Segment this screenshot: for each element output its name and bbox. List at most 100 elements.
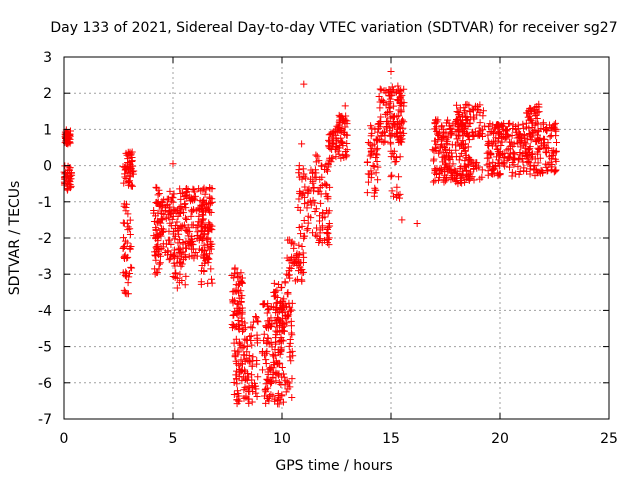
data-point — [386, 98, 394, 106]
data-point — [323, 225, 331, 233]
data-point — [505, 154, 513, 162]
data-point — [267, 378, 275, 386]
data-point — [536, 154, 544, 162]
data-point — [366, 152, 374, 160]
data-point — [208, 195, 216, 203]
data-point — [122, 174, 130, 182]
data-point — [283, 270, 291, 278]
data-point — [252, 314, 260, 322]
data-point — [468, 159, 476, 167]
data-point — [496, 129, 504, 137]
data-point — [324, 160, 332, 168]
data-point — [467, 113, 475, 121]
data-point — [453, 101, 461, 109]
data-point — [288, 375, 296, 383]
data-point — [533, 114, 541, 122]
y-tick-label: -6 — [38, 376, 52, 392]
data-point — [241, 324, 249, 332]
data-point — [167, 222, 175, 230]
data-point — [526, 170, 534, 178]
data-point — [466, 155, 474, 163]
data-point — [390, 121, 398, 129]
data-point — [456, 132, 464, 140]
data-point — [307, 214, 315, 222]
data-point — [398, 216, 406, 224]
y-tick-label: -7 — [38, 412, 52, 428]
x-tick-labels: 0 5 10 15 20 25 — [60, 431, 618, 447]
data-point — [385, 120, 393, 128]
data-point — [128, 168, 136, 176]
data-point — [384, 89, 392, 97]
data-point — [443, 164, 451, 172]
data-point — [535, 146, 543, 154]
data-point — [281, 308, 289, 316]
data-point — [295, 267, 303, 275]
data-point — [386, 138, 394, 146]
data-point — [171, 246, 179, 254]
data-point — [168, 193, 176, 201]
data-point — [377, 132, 385, 140]
data-point — [235, 340, 243, 348]
data-point — [388, 187, 396, 195]
data-point — [431, 177, 439, 185]
data-point — [290, 240, 298, 248]
data-point — [181, 281, 189, 289]
data-point — [431, 120, 439, 128]
data-point — [163, 201, 171, 209]
data-point — [547, 124, 555, 132]
data-point — [272, 317, 280, 325]
data-point — [239, 327, 247, 335]
data-point — [396, 95, 404, 103]
data-point — [153, 268, 161, 276]
data-point — [200, 241, 208, 249]
data-point — [264, 306, 272, 314]
data-point — [273, 293, 281, 301]
data-point — [311, 207, 319, 215]
data-point — [199, 201, 207, 209]
data-point — [179, 189, 187, 197]
data-point — [198, 208, 206, 216]
data-point — [271, 289, 279, 297]
data-point — [157, 207, 165, 215]
data-point — [199, 215, 207, 223]
data-point — [264, 317, 272, 325]
data-point — [301, 200, 309, 208]
data-point — [298, 175, 306, 183]
data-point — [121, 237, 129, 245]
data-point — [317, 162, 325, 170]
data-point — [182, 204, 190, 212]
data-point — [275, 321, 283, 329]
data-point — [325, 220, 333, 228]
data-point — [431, 137, 439, 145]
data-point — [503, 133, 511, 141]
data-point — [284, 385, 292, 393]
data-point — [167, 240, 175, 248]
data-point — [375, 92, 383, 100]
data-point — [195, 212, 203, 220]
data-point — [127, 263, 135, 271]
data-point — [238, 366, 246, 374]
data-point — [534, 169, 542, 177]
data-point — [286, 353, 294, 361]
data-point — [522, 119, 530, 127]
data-point — [336, 126, 344, 134]
data-point — [166, 254, 174, 262]
data-point — [275, 379, 283, 387]
data-point — [486, 120, 494, 128]
data-point — [310, 184, 318, 192]
data-point — [343, 117, 351, 125]
data-point — [387, 173, 395, 181]
data-point — [543, 167, 551, 175]
data-point — [325, 142, 333, 150]
x-tick-label: 0 — [60, 431, 69, 447]
data-point — [484, 167, 492, 175]
data-point — [374, 176, 382, 184]
data-point — [530, 161, 538, 169]
data-point — [64, 185, 72, 193]
data-point — [429, 146, 437, 154]
data-point — [304, 189, 312, 197]
data-point — [320, 165, 328, 173]
data-point — [126, 172, 134, 180]
data-point — [553, 138, 561, 146]
